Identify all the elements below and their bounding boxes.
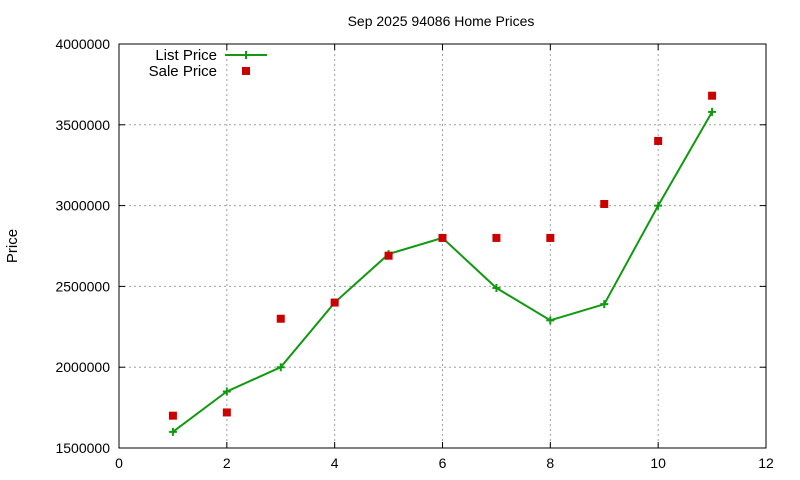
list-price-point <box>600 300 609 309</box>
sale-price-point <box>492 233 501 242</box>
x-tick-label: 4 <box>331 455 339 471</box>
series-sale-price <box>168 91 717 420</box>
grid-lines <box>119 44 766 448</box>
x-tick-label: 8 <box>546 455 554 471</box>
list-price-point <box>708 107 717 116</box>
y-tick-label: 3000000 <box>55 198 110 214</box>
x-tick-label: 6 <box>439 455 447 471</box>
x-tick-label: 0 <box>115 455 123 471</box>
sale-price-point <box>708 91 717 100</box>
sale-price-point <box>276 314 285 323</box>
sale-price-point <box>222 408 231 417</box>
series-list-price <box>168 107 717 436</box>
list-price-point <box>276 363 285 372</box>
sale-price-point <box>384 251 393 260</box>
list-price-point <box>168 427 177 436</box>
y-axis-label: Price <box>4 229 21 263</box>
chart-title: Sep 2025 94086 Home Prices <box>348 13 535 29</box>
sale-price-point <box>438 233 447 242</box>
sale-price-point <box>654 136 663 145</box>
list-price-point <box>546 316 555 325</box>
y-tick-label: 2500000 <box>55 278 110 294</box>
sale-price-point <box>168 411 177 420</box>
list-price-point <box>654 201 663 210</box>
x-tick-label: 2 <box>223 455 231 471</box>
legend-plus-swatch <box>242 51 250 59</box>
sale-price-point <box>600 199 609 208</box>
axis-ticks: 0 2 4 6 8 10 12 1500000 2000000 2500000 3000000 350… <box>55 36 774 471</box>
y-tick-label: 4000000 <box>55 36 110 52</box>
y-tick-label: 3500000 <box>55 117 110 133</box>
y-tick-label: 2000000 <box>55 359 110 375</box>
list-price-point <box>492 284 501 293</box>
series-layer <box>168 91 717 436</box>
x-tick-label: 12 <box>758 455 774 471</box>
legend-label-1: Sale Price <box>149 63 217 80</box>
sale-price-point <box>330 298 339 307</box>
legend-label-0: List Price <box>155 47 217 64</box>
list-price-point <box>222 387 231 396</box>
x-tick-label: 10 <box>650 455 666 471</box>
sale-price-point <box>546 233 555 242</box>
y-tick-label: 1500000 <box>55 440 110 456</box>
legend-square-swatch <box>242 67 250 75</box>
plot-frame <box>118 43 767 449</box>
